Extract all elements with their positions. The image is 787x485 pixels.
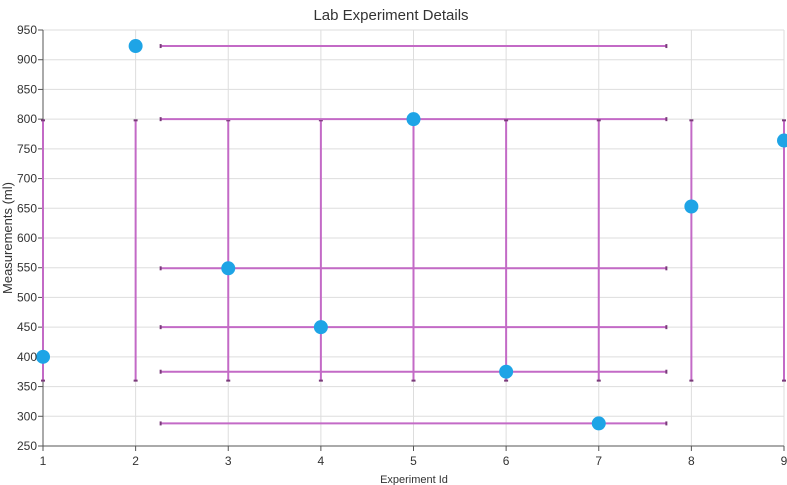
y-tick-label: 950 bbox=[17, 23, 37, 37]
data-point bbox=[128, 39, 143, 54]
y-tick-label: 450 bbox=[17, 320, 37, 334]
data-point bbox=[36, 349, 50, 364]
y-tick-label: 900 bbox=[17, 53, 37, 67]
axes bbox=[38, 29, 785, 451]
x-tick-label: 2 bbox=[132, 454, 139, 468]
y-tick-label: 600 bbox=[17, 231, 37, 245]
data-point bbox=[406, 112, 421, 127]
data-point bbox=[221, 261, 236, 276]
x-tick-label: 5 bbox=[410, 454, 417, 468]
x-tick-label: 1 bbox=[40, 454, 47, 468]
chart-title: Lab Experiment Details bbox=[313, 7, 468, 24]
x-tick-label: 7 bbox=[595, 454, 602, 468]
x-tick-label: 3 bbox=[225, 454, 232, 468]
y-tick-label: 700 bbox=[17, 172, 37, 186]
x-axis-label: Experiment Id bbox=[380, 474, 448, 485]
data-point bbox=[777, 133, 787, 148]
x-tick-label: 6 bbox=[503, 454, 510, 468]
data-point bbox=[591, 416, 606, 431]
data-point bbox=[313, 320, 328, 335]
y-tick-label: 250 bbox=[17, 439, 37, 453]
y-tick-label: 400 bbox=[17, 350, 37, 364]
error-bars bbox=[41, 44, 786, 426]
y-tick-label: 850 bbox=[17, 82, 37, 96]
x-tick-label: 4 bbox=[318, 454, 325, 468]
y-tick-label: 350 bbox=[17, 380, 37, 394]
x-tick-label: 8 bbox=[688, 454, 695, 468]
data-points bbox=[36, 39, 787, 431]
x-tick-label: 9 bbox=[781, 454, 787, 468]
data-point bbox=[499, 364, 514, 379]
y-axis-label: Measurements (ml) bbox=[0, 182, 15, 294]
y-tick-label: 650 bbox=[17, 201, 37, 215]
data-point bbox=[684, 199, 699, 214]
y-tick-label: 750 bbox=[17, 142, 37, 156]
tick-labels: 250 300 350 400 450 500 550 600 650 700 750 800 850 9… bbox=[17, 23, 787, 468]
y-tick-label: 300 bbox=[17, 409, 37, 423]
y-tick-label: 800 bbox=[17, 112, 37, 126]
y-tick-label: 550 bbox=[17, 261, 37, 275]
y-tick-label: 500 bbox=[17, 290, 37, 304]
